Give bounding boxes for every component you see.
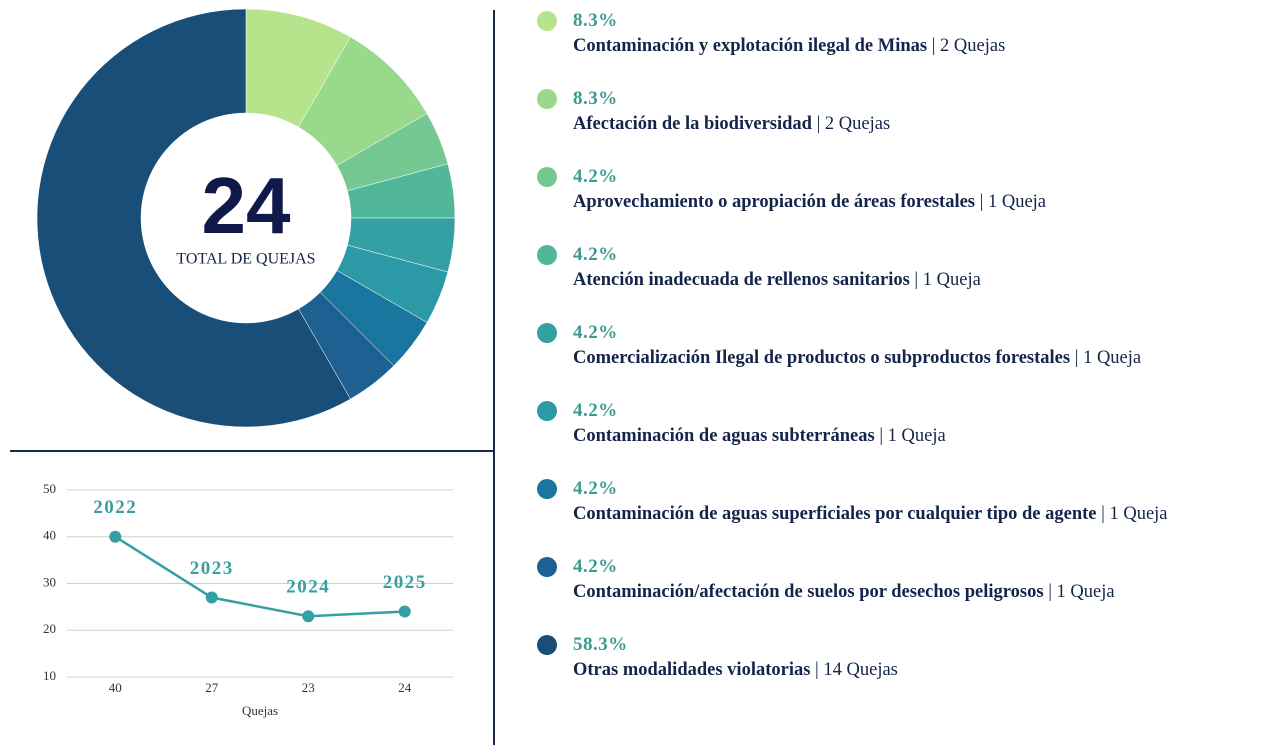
point — [205, 591, 218, 604]
y-tick-label: 30 — [43, 574, 56, 589]
x-tick-label: 23 — [302, 680, 315, 695]
legend-item: 8.3% Afectación de la biodiversidad | 2 Q… — [537, 86, 1259, 136]
count-label: | 1 Queja — [879, 426, 946, 446]
donut-slice — [36, 8, 351, 428]
category-name: Afectación de la biodiversidad — [573, 114, 812, 134]
legend-item: 4.2% Contaminación/afectación de suelos p… — [537, 554, 1259, 604]
category-name: Otras modalidades violatorias — [573, 660, 811, 680]
point — [398, 605, 411, 618]
percentage: 8.3% — [573, 10, 618, 31]
percentage: 4.2% — [573, 556, 618, 577]
category-name: Contaminación de aguas superficiales por… — [573, 504, 1097, 524]
category-name: Atención inadecuada de rellenos sanitari… — [573, 270, 910, 290]
count-label: | 1 Queja — [979, 192, 1047, 212]
y-tick-label: 50 — [43, 481, 56, 496]
legend-swatch — [537, 323, 557, 343]
x-tick-label: 27 — [205, 680, 219, 695]
point-label: 2025 — [383, 572, 427, 593]
x-axis-label: Quejas — [242, 703, 278, 718]
percentage: 4.2% — [573, 322, 618, 343]
legend-swatch — [537, 167, 557, 187]
total-value: 24 — [202, 161, 291, 250]
legend-text: Otras modalidades violatorias | 14 Queja… — [573, 658, 1259, 682]
y-tick-label: 40 — [43, 528, 56, 543]
x-tick-label: 40 — [109, 680, 122, 695]
legend-item: 4.2% Atención inadecuada de rellenos sani… — [537, 242, 1259, 292]
point-label: 2024 — [286, 577, 330, 598]
legend-item: 4.2% Aprovechamiento o apropiación de áre… — [537, 164, 1259, 214]
legend-text: Contaminación de aguas subterráneas | 1 … — [573, 424, 1259, 448]
legend-item: 4.2% Contaminación de aguas subterráneas … — [537, 398, 1259, 448]
legend-item: 8.3% Contaminación y explotación ilegal d… — [537, 8, 1259, 58]
count-label: | 1 Queja — [914, 270, 981, 290]
legend-item: 58.3% Otras modalidades violatorias | 14 … — [537, 632, 1259, 682]
category-name: Aprovechamiento o apropiación de áreas f… — [573, 192, 976, 212]
legend-text: Afectación de la biodiversidad | 2 Queja… — [573, 112, 1259, 136]
category-name: Contaminación de aguas subterráneas — [573, 426, 875, 446]
percentage: 58.3% — [573, 634, 628, 655]
total-label: TOTAL DE QUEJAS — [176, 251, 315, 268]
y-tick-label: 20 — [43, 621, 56, 636]
legend-swatch — [537, 557, 557, 577]
legend-swatch — [537, 245, 557, 265]
category-name: Contaminación/afectación de suelos por d… — [573, 582, 1044, 602]
percentage: 4.2% — [573, 166, 618, 187]
point — [302, 610, 315, 623]
count-label: | 1 Queja — [1048, 582, 1115, 602]
point — [109, 530, 122, 543]
legend: 8.3% Contaminación y explotación ilegal d… — [537, 8, 1259, 710]
percentage: 4.2% — [573, 400, 618, 421]
y-tick-label: 10 — [43, 668, 56, 683]
legend-item: 4.2% Comercialización Ilegal de productos… — [537, 320, 1259, 370]
legend-text: Contaminación y explotación ilegal de Mi… — [573, 34, 1259, 58]
legend-text: Comercialización Ilegal de productos o s… — [573, 346, 1259, 370]
count-label: | 2 Quejas — [816, 114, 891, 134]
count-label: | 14 Quejas — [815, 660, 898, 680]
point-label: 2022 — [93, 497, 137, 518]
percentage: 4.2% — [573, 478, 618, 499]
count-label: | 2 Quejas — [931, 36, 1006, 56]
percentage: 4.2% — [573, 244, 618, 265]
category-name: Contaminación y explotación ilegal de Mi… — [573, 36, 928, 56]
legend-swatch — [537, 89, 557, 109]
legend-text: Contaminación de aguas superficiales por… — [573, 502, 1259, 526]
line — [114, 535, 405, 618]
count-label: | 1 Queja — [1074, 348, 1142, 368]
legend-text: Atención inadecuada de rellenos sanitari… — [573, 268, 1259, 292]
legend-swatch — [537, 479, 557, 499]
legend-text: Aprovechamiento o apropiación de áreas f… — [573, 190, 1259, 214]
legend-swatch — [537, 401, 557, 421]
x-tick-label: 24 — [398, 680, 412, 695]
percentage: 8.3% — [573, 88, 618, 109]
legend-text: Contaminación/afectación de suelos por d… — [573, 580, 1259, 604]
legend-swatch — [537, 11, 557, 31]
legend-swatch — [537, 635, 557, 655]
legend-item: 4.2% Contaminación de aguas superficiales… — [537, 476, 1259, 526]
category-name: Comercialización Ilegal de productos o s… — [573, 348, 1071, 368]
count-label: | 1 Queja — [1101, 504, 1168, 524]
point-label: 2023 — [190, 558, 234, 579]
